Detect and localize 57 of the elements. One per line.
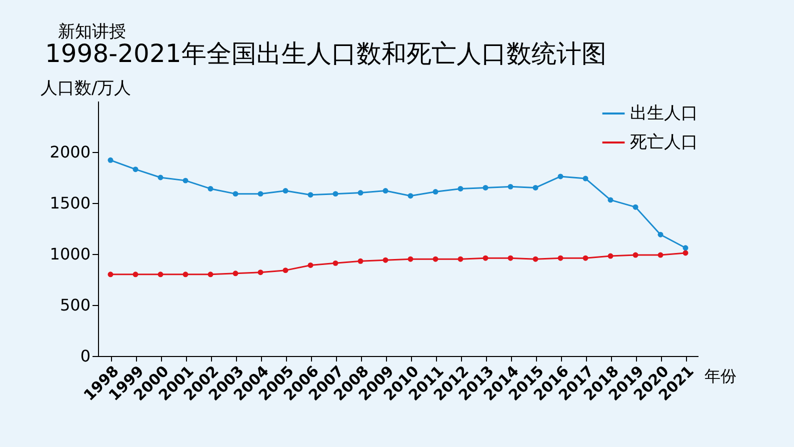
y-tick-label: 1500 bbox=[50, 194, 90, 212]
point bbox=[458, 186, 464, 192]
point bbox=[158, 272, 164, 278]
legend-label: 出生人口 bbox=[630, 104, 698, 124]
point bbox=[432, 189, 438, 195]
point bbox=[308, 192, 314, 198]
point bbox=[108, 272, 114, 278]
point bbox=[132, 166, 138, 172]
point bbox=[408, 193, 414, 199]
y-tick-label: 0 bbox=[80, 346, 90, 366]
point bbox=[558, 255, 564, 261]
x-axis-title: 年份 bbox=[704, 366, 736, 386]
point bbox=[532, 256, 538, 262]
point bbox=[132, 272, 138, 278]
point bbox=[582, 255, 588, 261]
point bbox=[308, 262, 314, 268]
point bbox=[658, 232, 664, 238]
point bbox=[208, 272, 214, 278]
point bbox=[558, 174, 564, 180]
point bbox=[258, 191, 264, 197]
legend-label: 死亡人口 bbox=[630, 132, 698, 152]
point bbox=[382, 257, 388, 263]
point bbox=[532, 184, 538, 190]
point bbox=[232, 270, 238, 276]
point bbox=[232, 191, 238, 197]
point bbox=[332, 260, 338, 266]
y-tick-label: 500 bbox=[60, 296, 90, 314]
y-tick-label: 1000 bbox=[50, 244, 90, 264]
point bbox=[258, 270, 264, 276]
point bbox=[358, 190, 364, 196]
point bbox=[208, 186, 214, 192]
y-tick-label: 2000 bbox=[50, 142, 90, 162]
point bbox=[632, 204, 638, 210]
point bbox=[482, 255, 488, 261]
point bbox=[282, 188, 288, 194]
point bbox=[158, 174, 164, 180]
point bbox=[682, 250, 688, 256]
point bbox=[382, 188, 388, 194]
point bbox=[108, 157, 114, 163]
point bbox=[182, 272, 188, 278]
point bbox=[482, 184, 488, 190]
point bbox=[632, 252, 638, 258]
point bbox=[408, 256, 414, 262]
point bbox=[432, 256, 438, 262]
point bbox=[682, 245, 688, 251]
point bbox=[608, 253, 614, 259]
point bbox=[358, 258, 364, 264]
point bbox=[508, 255, 514, 261]
point bbox=[458, 256, 464, 262]
point bbox=[508, 184, 514, 190]
point bbox=[608, 197, 614, 203]
point bbox=[282, 268, 288, 274]
point bbox=[332, 191, 338, 197]
point bbox=[658, 252, 664, 258]
point bbox=[582, 176, 588, 182]
y-axis-title: 人口数/万人 bbox=[40, 78, 132, 98]
point bbox=[182, 178, 188, 184]
